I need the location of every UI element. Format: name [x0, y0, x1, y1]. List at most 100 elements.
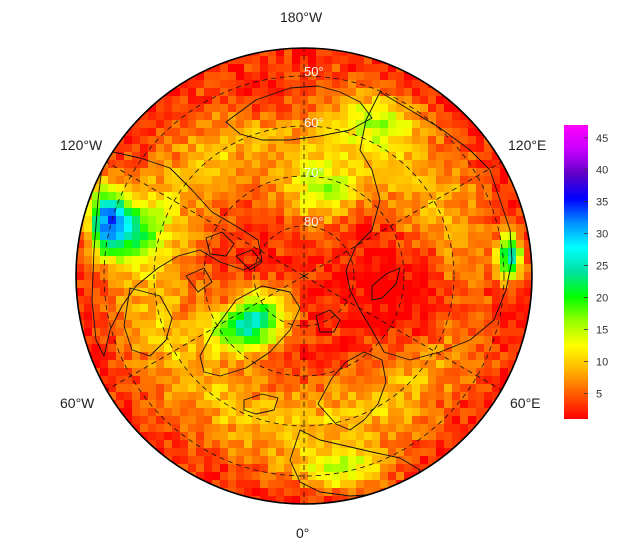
- heatmap-cell: [324, 200, 333, 209]
- heatmap-cell: [364, 80, 373, 89]
- heatmap-cell: [460, 256, 469, 265]
- heatmap-cell: [276, 288, 285, 297]
- heatmap-cell: [156, 256, 165, 265]
- heatmap-cell: [484, 304, 493, 313]
- heatmap-cell: [524, 200, 532, 209]
- heatmap-cell: [388, 384, 397, 393]
- heatmap-cell: [388, 104, 397, 113]
- heatmap-cell: [484, 160, 493, 169]
- heatmap-cell: [356, 312, 365, 321]
- heatmap-cell: [84, 224, 93, 233]
- heatmap-cell: [372, 88, 381, 97]
- heatmap-cell: [164, 112, 173, 121]
- heatmap-cell: [284, 296, 293, 305]
- heatmap-cell: [324, 72, 333, 81]
- heatmap-cell: [476, 360, 485, 369]
- heatmap-cell: [332, 216, 341, 225]
- heatmap-cell: [404, 456, 413, 465]
- heatmap-cell: [316, 416, 325, 425]
- heatmap-cell: [420, 136, 429, 145]
- heatmap-cell: [308, 328, 317, 337]
- heatmap-cell: [132, 120, 141, 129]
- heatmap-cell: [148, 376, 157, 385]
- heatmap-cell: [364, 496, 373, 504]
- heatmap-cell: [244, 192, 253, 201]
- heatmap-cell: [340, 80, 349, 89]
- heatmap-cell: [332, 296, 341, 305]
- heatmap-cell: [292, 232, 301, 241]
- heatmap-cell: [428, 448, 437, 457]
- heatmap-cell: [156, 368, 165, 377]
- heatmap-cell: [412, 136, 421, 145]
- heatmap-cell: [132, 144, 141, 153]
- heatmap-cell: [348, 464, 357, 473]
- heatmap-cell: [172, 168, 181, 177]
- heatmap-cell: [188, 96, 197, 105]
- heatmap-cell: [300, 496, 309, 504]
- heatmap-cell: [156, 96, 165, 105]
- heatmap-cell: [188, 320, 197, 329]
- heatmap-cell: [340, 256, 349, 265]
- heatmap-cell: [356, 400, 365, 409]
- heatmap-cell: [412, 216, 421, 225]
- heatmap-cell: [228, 456, 237, 465]
- heatmap-cell: [364, 480, 373, 489]
- heatmap-cell: [252, 328, 261, 337]
- heatmap-cell: [300, 360, 309, 369]
- heatmap-cell: [100, 328, 109, 337]
- heatmap-cell: [404, 280, 413, 289]
- heatmap-cell: [172, 120, 181, 129]
- heatmap-cell: [324, 168, 333, 177]
- heatmap-cell: [396, 80, 405, 89]
- svalbard-coast: [315, 309, 341, 333]
- heatmap-cell: [196, 328, 205, 337]
- heatmap-cell: [332, 352, 341, 361]
- heatmap-cell: [380, 480, 389, 489]
- heatmap-cell: [340, 376, 349, 385]
- heatmap-cell: [244, 104, 253, 113]
- heatmap-cell: [516, 328, 525, 337]
- heatmap-cell: [484, 392, 493, 401]
- heatmap-cell: [156, 328, 165, 337]
- heatmap-cell: [324, 264, 333, 273]
- heatmap-cell: [372, 360, 381, 369]
- heatmap-cell: [244, 128, 253, 137]
- heatmap-cell: [348, 296, 357, 305]
- heatmap-cell: [308, 56, 317, 65]
- heatmap-cell: [124, 136, 133, 145]
- heatmap-cell: [140, 432, 149, 441]
- heatmap-cell: [268, 224, 277, 233]
- heatmap-cell: [396, 416, 405, 425]
- heatmap-cell: [316, 448, 325, 457]
- heatmap-cell: [340, 136, 349, 145]
- heatmap-cell: [412, 312, 421, 321]
- heatmap-cell: [428, 112, 437, 121]
- heatmap-cell: [348, 128, 357, 137]
- heatmap-cell: [140, 424, 149, 433]
- heatmap-cell: [140, 280, 149, 289]
- heatmap-cell: [396, 192, 405, 201]
- heatmap-cell: [332, 96, 341, 105]
- heatmap-cell: [260, 240, 269, 249]
- heatmap-cell: [92, 256, 101, 265]
- heatmap-cell: [508, 288, 517, 297]
- heatmap-cell: [212, 336, 221, 345]
- heatmap-cell: [468, 280, 477, 289]
- heatmap-cell: [116, 144, 125, 153]
- heatmap-cell: [260, 392, 269, 401]
- heatmap-cell: [196, 192, 205, 201]
- heatmap-cell: [212, 64, 221, 73]
- heatmap-cell: [460, 320, 469, 329]
- colorbar-tick-label: 35: [596, 197, 608, 209]
- heatmap-cell: [236, 200, 245, 209]
- heatmap-cell: [404, 96, 413, 105]
- heatmap-cell: [156, 416, 165, 425]
- heatmap-cell: [252, 440, 261, 449]
- heatmap-cell: [276, 64, 285, 73]
- heatmap-cell: [164, 192, 173, 201]
- heatmap-cell: [212, 56, 221, 65]
- heatmap-cell: [348, 400, 357, 409]
- heatmap-cell: [468, 368, 477, 377]
- heatmap-cell: [172, 216, 181, 225]
